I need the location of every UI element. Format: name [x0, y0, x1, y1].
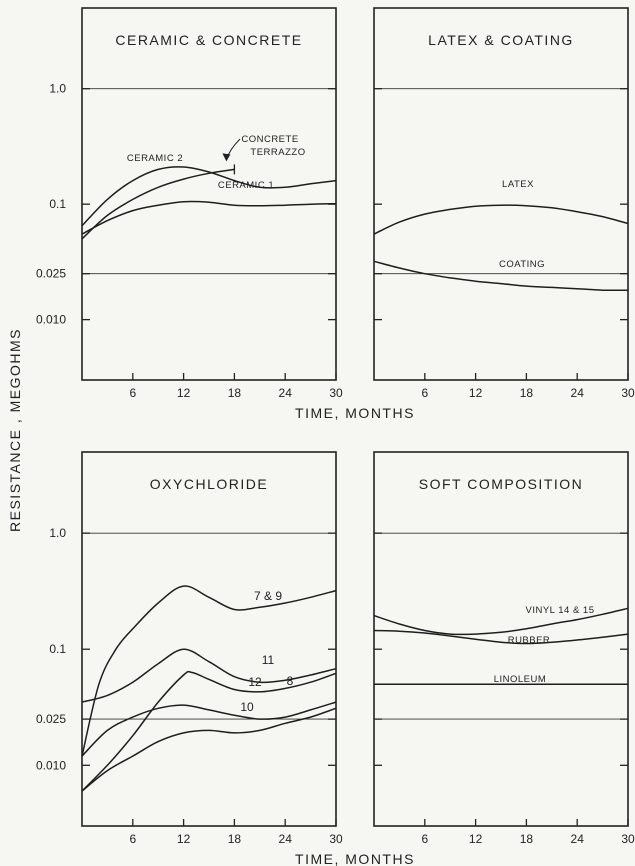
series-label-concrete-terrazzo-line2: TERRAZZO	[250, 147, 305, 158]
plot-frame	[81, 7, 337, 381]
panel-soft-composition: SOFT COMPOSITION 6 12 18 24 30 VINYL 14 & 15 RU…	[373, 451, 635, 846]
x-tick-label: 6	[421, 386, 428, 400]
series-label-rubber: RUBBER	[508, 635, 551, 646]
x-tick-label: 30	[329, 386, 343, 400]
panel-title: LATEX & COATING	[428, 32, 574, 48]
y-axis-label: RESISTANCE , MEGOHMS	[7, 328, 23, 532]
series-label-12: 12	[248, 675, 262, 689]
series-label-8: 8	[287, 674, 294, 688]
y-tick-label: 0.010	[36, 313, 66, 327]
x-axis-label-top: TIME, MONTHS	[295, 405, 415, 421]
x-tick-label: 12	[469, 386, 483, 400]
series-line-vinyl-14-and-15	[373, 607, 629, 636]
x-tick-label: 30	[329, 832, 343, 846]
y-tick-label: 1.0	[49, 82, 66, 96]
x-axis-label-bottom: TIME, MONTHS	[295, 851, 415, 866]
series-line-rubber	[373, 629, 629, 645]
leader-arrowhead	[222, 153, 231, 162]
x-tick-label: 6	[129, 386, 136, 400]
x-tick-label: 12	[177, 386, 191, 400]
y-tick-label: 0.1	[49, 642, 66, 656]
series-label-ceramic-2: CERAMIC 2	[127, 153, 183, 164]
panel-title: CERAMIC & CONCRETE	[115, 32, 302, 48]
y-tick-label: 1.0	[49, 526, 66, 540]
x-tick-label: 24	[279, 386, 293, 400]
series-line-latex	[373, 204, 629, 235]
series-line-8	[81, 670, 337, 792]
panel-title: SOFT COMPOSITION	[419, 476, 584, 492]
x-tick-label: 30	[621, 386, 635, 400]
panel-oxychloride: OXYCHLORIDE 1.0 0.1 0.025 0.010 6 12 18 24 30 7 & …	[36, 451, 343, 846]
plot-frame	[373, 7, 629, 381]
series-label-latex: LATEX	[502, 179, 534, 190]
x-tick-label: 24	[571, 386, 585, 400]
series-line-coating	[373, 260, 629, 292]
series-label-vinyl-14-and-15: VINYL 14 & 15	[526, 605, 595, 616]
series-line-12	[81, 701, 337, 757]
x-tick-label: 12	[469, 832, 483, 846]
series-label-coating: COATING	[499, 259, 545, 270]
series-line-11	[81, 648, 337, 703]
series-label-7-and-9: 7 & 9	[254, 589, 282, 603]
y-tick-label: 0.1	[49, 197, 66, 211]
plot-frame	[373, 451, 629, 827]
y-tick-label: 0.025	[36, 267, 66, 281]
x-tick-label: 6	[421, 832, 428, 846]
x-tick-label: 24	[279, 832, 293, 846]
x-tick-label: 30	[621, 832, 635, 846]
series-line-10	[81, 707, 337, 792]
panel-title: OXYCHLORIDE	[150, 476, 268, 492]
series-label-concrete-terrazzo-line1: CONCRETE	[241, 134, 298, 145]
series-label-linoleum: LINOLEUM	[494, 674, 547, 685]
series-label-ceramic-1: CERAMIC 1	[218, 180, 274, 191]
x-tick-label: 12	[177, 832, 191, 846]
y-tick-label: 0.025	[36, 712, 66, 726]
x-tick-label: 18	[228, 832, 242, 846]
y-tick-label: 0.010	[36, 758, 66, 772]
x-tick-label: 24	[571, 832, 585, 846]
panel-latex-coating: LATEX & COATING 6 12 18 24 30 LATEX COATING	[373, 7, 635, 400]
series-label-10: 10	[240, 700, 254, 714]
series-label-11: 11	[262, 653, 275, 667]
x-tick-label: 18	[520, 832, 534, 846]
plot-frame	[81, 451, 337, 827]
series-line-ceramic-1	[81, 200, 337, 235]
x-tick-label: 18	[520, 386, 534, 400]
series-line-7-and-9	[81, 585, 337, 757]
x-tick-label: 18	[228, 386, 242, 400]
series-line-concrete-terrazzo	[81, 168, 235, 240]
panel-ceramic-concrete: CERAMIC & CONCRETE 1.0 0.1 0.025 0.010 6 12 18 2…	[36, 7, 343, 400]
series-line-ceramic-2	[81, 166, 337, 227]
x-tick-label: 6	[129, 832, 136, 846]
